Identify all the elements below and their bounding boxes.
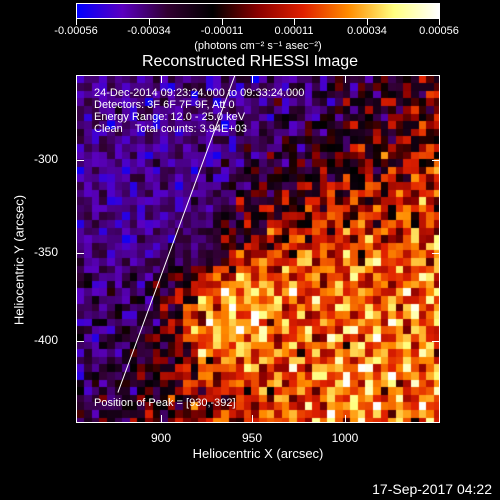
limb-overlay <box>117 76 236 393</box>
colorbar-tick-label: -0.00034 <box>127 25 171 37</box>
colorbar-tick-label: -0.00011 <box>200 25 244 37</box>
info-line-counts: Clean Total counts: 3.94E+03 <box>94 123 247 135</box>
axis-tick <box>161 75 162 83</box>
colorbar-tick <box>367 19 368 25</box>
axis-tick <box>432 341 440 342</box>
axis-tick <box>76 253 84 254</box>
y-tick-label: -350 <box>34 245 59 259</box>
colorbar <box>76 3 440 19</box>
info-line-energy: Energy Range: 12.0 - 25.0 keV <box>94 111 246 123</box>
info-line-time: 24-Dec-2014 09:23:24.000 to 09:33:24.000 <box>94 87 305 99</box>
x-tick-label: 950 <box>241 431 263 445</box>
axis-tick <box>161 415 162 423</box>
y-tick-label: -400 <box>34 333 59 347</box>
colorbar-tick <box>149 19 150 25</box>
axis-tick <box>76 160 84 161</box>
hxr-heatmap <box>77 76 439 422</box>
y-axis-label: Heliocentric Y (arcsec) <box>11 194 27 326</box>
axis-tick <box>345 75 346 83</box>
x-tick-label: 1000 <box>331 431 359 445</box>
colorbar-tick <box>76 19 77 25</box>
axis-tick <box>432 253 440 254</box>
peak-position: Position of Peak = [930,-392] <box>94 397 236 409</box>
colorbar-tick-label: 0.00034 <box>347 25 387 37</box>
axis-tick <box>432 160 440 161</box>
image-plot <box>76 75 440 423</box>
colorbar-tick <box>294 19 295 25</box>
axis-tick <box>252 75 253 83</box>
x-tick-label: 900 <box>150 431 172 445</box>
colorbar-tick-label: 0.00056 <box>419 25 459 37</box>
plot-date: 17-Sep-2017 04:22 <box>372 481 492 497</box>
colorbar-tick <box>439 19 440 25</box>
plot-title: Reconstructed RHESSI Image <box>141 53 359 70</box>
colorbar-tick-label: 0.00011 <box>274 25 314 37</box>
info-line-detectors: Detectors: 3F 6F 7F 9F, Att 0 <box>94 99 235 111</box>
solar-limb-line <box>117 76 236 393</box>
axis-tick <box>76 341 84 342</box>
colorbar-tick <box>222 19 223 25</box>
x-axis-label: Heliocentric X (arcsec) <box>192 446 324 461</box>
axis-tick <box>252 415 253 423</box>
colorbar-units: (photons cm⁻² s⁻¹ asec⁻²) <box>194 40 322 52</box>
axis-tick <box>345 415 346 423</box>
y-tick-label: -300 <box>34 152 59 166</box>
colorbar-tick-label: -0.00056 <box>54 25 98 37</box>
